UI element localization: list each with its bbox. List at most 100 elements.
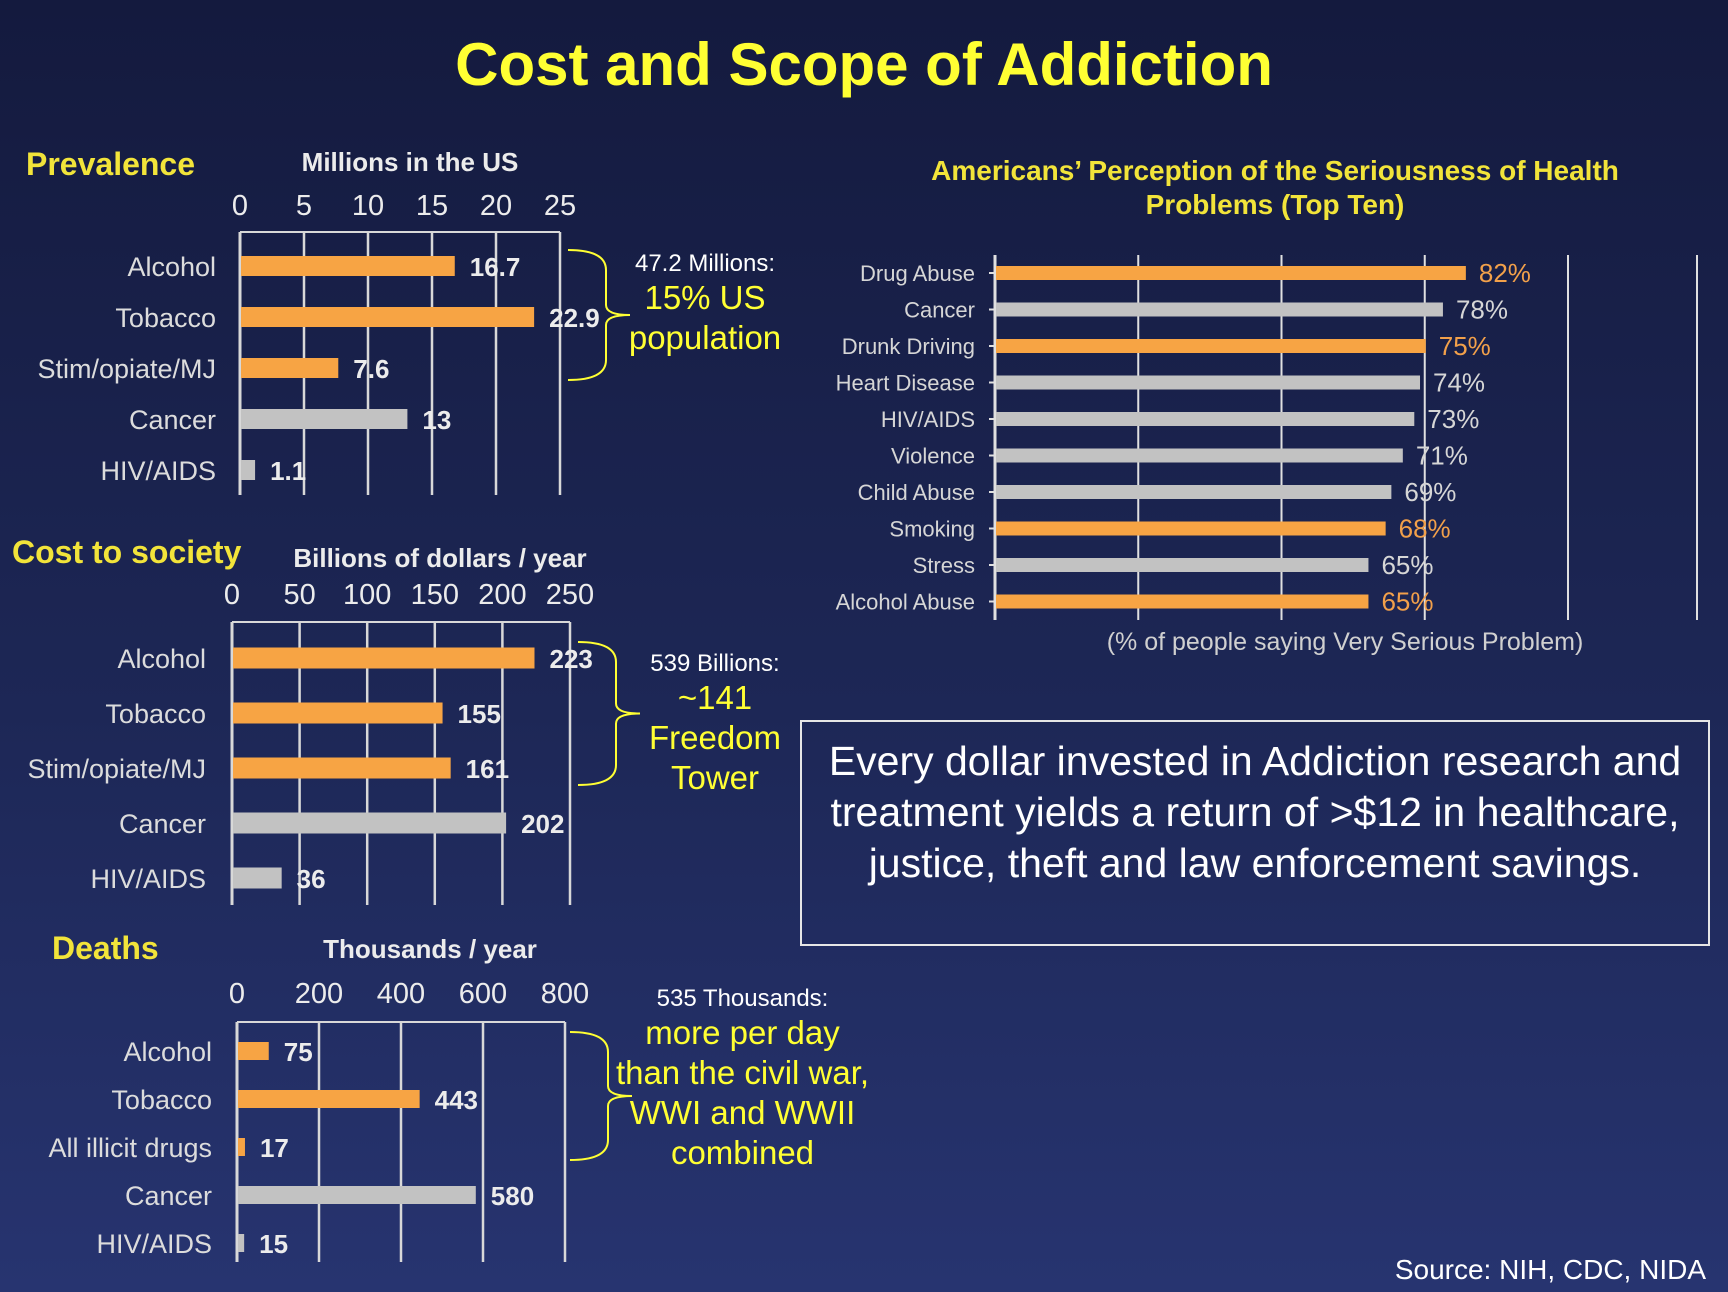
category-label: Tobacco: [115, 303, 216, 333]
data-label: 155: [458, 699, 501, 729]
category-label: Alcohol: [117, 644, 206, 674]
bar: [238, 1042, 269, 1060]
data-label: 71%: [1416, 441, 1468, 471]
bar: [996, 375, 1421, 390]
data-label: 17: [260, 1133, 289, 1163]
data-label: 16.7: [470, 252, 521, 282]
annotation-bracket: [567, 249, 631, 381]
category-label: HIV/AIDS: [881, 407, 975, 432]
tick-label: 800: [541, 978, 589, 1010]
category-label: All illicit drugs: [48, 1133, 212, 1163]
tick-label: 250: [546, 579, 594, 611]
category-label: HIV/AIDS: [90, 864, 206, 894]
category-label: Child Abuse: [858, 480, 975, 505]
bar: [241, 460, 256, 480]
bar: [996, 594, 1369, 609]
deaths-title: Deaths: [52, 930, 159, 966]
bar: [241, 358, 339, 378]
bar: [233, 757, 451, 779]
tick-label: 25: [544, 190, 576, 222]
bar: [241, 307, 535, 327]
bar: [996, 558, 1369, 572]
cost-annotation: 539 Billions: ~141 Freedom Tower: [625, 650, 805, 798]
data-label: 73%: [1427, 404, 1479, 434]
category-label: HIV/AIDS: [100, 456, 216, 486]
annotation-line: ~141: [677, 679, 753, 716]
bar: [233, 812, 507, 834]
cost-title: Cost to society: [12, 534, 242, 570]
data-label: 13: [422, 405, 451, 435]
x-axis-label: (% of people saying Very Serious Problem…: [1107, 628, 1584, 656]
deaths-annotation: 535 Thousands: more per day than the civ…: [600, 985, 885, 1173]
data-label: 161: [466, 754, 509, 784]
category-label: Tobacco: [105, 699, 206, 729]
category-label: Heart Disease: [836, 371, 975, 396]
tick-label: 600: [459, 978, 507, 1010]
chart-title-line: Problems (Top Ten): [1146, 189, 1405, 220]
annotation-line: Freedom: [648, 719, 782, 756]
data-label: 1.1: [270, 456, 306, 486]
data-label: 69%: [1404, 477, 1456, 507]
data-label: 443: [435, 1085, 478, 1115]
prevalence-annotation: 47.2 Millions: 15% US population: [615, 250, 795, 358]
data-label: 36: [297, 864, 326, 894]
category-label: HIV/AIDS: [96, 1229, 212, 1259]
bar: [996, 448, 1403, 463]
bar: [238, 1186, 476, 1204]
chart-title-line: Americans’ Perception of the Seriousness…: [931, 155, 1619, 186]
data-label: 65%: [1381, 550, 1433, 580]
category-label: Tobacco: [111, 1085, 212, 1115]
tick-label: 20: [480, 190, 512, 222]
category-label: Stim/opiate/MJ: [27, 754, 206, 784]
data-label: 223: [549, 644, 592, 674]
bar: [238, 1234, 245, 1252]
tick-label: 5: [296, 190, 312, 222]
data-label: 580: [491, 1181, 534, 1211]
data-label: 78%: [1456, 295, 1508, 325]
data-label: 75: [284, 1037, 313, 1067]
tick-label: 0: [232, 190, 248, 222]
data-label: 75%: [1439, 331, 1491, 361]
data-label: 82%: [1479, 258, 1531, 288]
category-label: Alcohol: [123, 1037, 212, 1067]
bar: [996, 302, 1443, 317]
bar: [996, 339, 1426, 353]
tick-label: 400: [377, 978, 425, 1010]
tick-label: 0: [224, 579, 240, 611]
annotation-line: 15% US: [644, 279, 766, 316]
bar: [233, 702, 443, 724]
data-label: 202: [521, 809, 564, 839]
annotation-line: Tower: [670, 759, 760, 796]
axis-unit-label: Billions of dollars / year: [293, 543, 586, 573]
bar: [241, 256, 455, 276]
annotation-bracket: [577, 641, 641, 786]
tick-label: 0: [229, 978, 245, 1010]
data-label: 15: [259, 1229, 288, 1259]
annotation-line: more per day: [645, 1014, 840, 1051]
tick-label: 200: [295, 978, 343, 1010]
tick-label: 200: [478, 579, 526, 611]
category-label: Cancer: [129, 405, 216, 435]
bar: [238, 1090, 420, 1108]
data-label: 7.6: [353, 354, 389, 384]
tick-label: 10: [352, 190, 384, 222]
data-label: 74%: [1433, 368, 1485, 398]
category-label: Drunk Driving: [842, 334, 975, 359]
category-label: Cancer: [904, 298, 975, 323]
bar: [233, 647, 535, 669]
roi-callout: Every dollar invested in Addiction resea…: [800, 720, 1710, 946]
page-title: Cost and Scope of Addiction: [455, 31, 1273, 98]
tick-label: 15: [416, 190, 448, 222]
axis-unit-label: Thousands / year: [323, 934, 537, 964]
prevalence-title: Prevalence: [26, 146, 196, 182]
data-label: 65%: [1381, 587, 1433, 617]
bar: [241, 409, 408, 429]
category-label: Stim/opiate/MJ: [37, 354, 216, 384]
bar: [996, 485, 1392, 499]
bar: [996, 266, 1466, 280]
category-label: Alcohol Abuse: [836, 590, 975, 615]
annotation-bracket: [569, 1031, 633, 1161]
annotation-line: combined: [670, 1134, 815, 1171]
axis-unit-label: Millions in the US: [302, 147, 519, 177]
